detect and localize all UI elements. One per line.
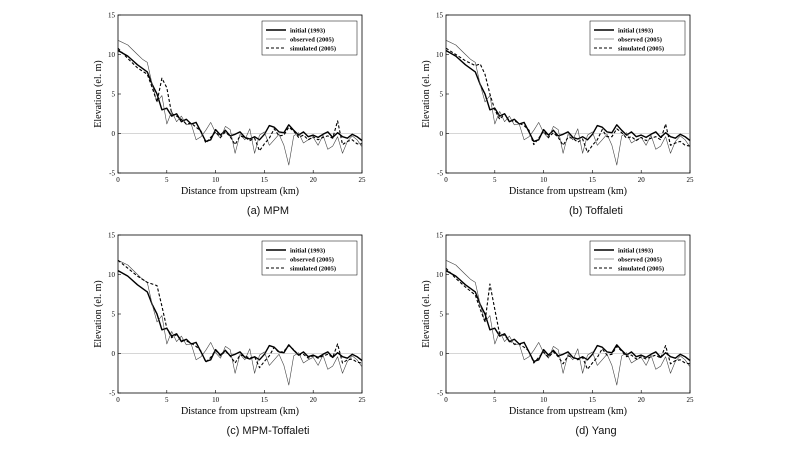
panel-b-x-tick-label: 15 [589, 176, 597, 184]
panel-a-legend-label: observed (2005) [290, 37, 334, 44]
panel-a-legend-label: initial (1993) [290, 28, 325, 35]
panel-d-legend-label: observed (2005) [618, 257, 662, 264]
panel-b-caption: (b) Toffaleti [568, 205, 623, 217]
panel-c-y-tick-label: 15 [108, 232, 116, 240]
panel-a-y-tick-label: -5 [109, 170, 115, 178]
panel-c-x-axis-label: Distance from upstream (km) [181, 406, 299, 417]
panel-b-series-solid-thin [445, 40, 691, 166]
panel-a-legend-label: simulated (2005) [290, 46, 336, 53]
panel-a-y-tick-label: 15 [108, 12, 116, 20]
panel-b-x-tick-label: 5 [493, 176, 497, 184]
panel-c-legend-label: simulated (2005) [290, 266, 336, 273]
panel-c-series-solid-thin [117, 260, 363, 386]
panel-c-y-tick-label: -5 [109, 390, 115, 398]
panel-b-x-tick-label: 10 [540, 176, 548, 184]
panel-b-legend-box [589, 20, 686, 56]
panel-c-x-tick-label: 25 [359, 396, 367, 404]
panel-c-x-tick-label: 20 [310, 396, 318, 404]
panel-d-x-tick-label: 5 [493, 396, 497, 404]
panel-a-x-tick-label: 15 [261, 176, 269, 184]
panel-b-y-tick-label: 15 [436, 12, 444, 20]
panel-a-series-solid-thin [117, 40, 363, 166]
panel-d-y-tick-label: 15 [436, 232, 444, 240]
panel-b-x-tick-label: 20 [638, 176, 646, 184]
panel-b-y-tick-label: 10 [436, 51, 444, 59]
panel-d-y-tick-label: -5 [437, 390, 443, 398]
panel-d-x-tick-label: 0 [444, 396, 448, 404]
panel-b-y-tick-label: 5 [440, 91, 444, 99]
panel-c-x-tick-label: 10 [212, 396, 220, 404]
panel-d-x-tick-label: 25 [687, 396, 695, 404]
panel-c-legend-label: initial (1993) [290, 248, 325, 255]
panel-a-x-tick-label: 5 [165, 176, 169, 184]
panel-a-y-tick-label: 5 [112, 91, 116, 99]
panel-a-x-axis-label: Distance from upstream (km) [181, 186, 299, 197]
panel-a-y-tick-label: 0 [112, 130, 116, 138]
panel-d-y-axis-label: Elevation (el. m) [421, 280, 432, 347]
panel-d-legend-label: simulated (2005) [618, 266, 664, 273]
panel-d-legend-box [589, 240, 686, 276]
panel-d-x-tick-label: 15 [589, 396, 597, 404]
panel-c-y-tick-label: 5 [112, 311, 116, 319]
panel-c-y-axis-label: Elevation (el. m) [93, 280, 104, 347]
panel-c-y-tick-label: 10 [108, 271, 116, 279]
panel-d-y-tick-label: 0 [440, 350, 444, 358]
panel-b-x-tick-label: 25 [687, 176, 695, 184]
panel-b-x-axis-label: Distance from upstream (km) [509, 186, 627, 197]
panel-b-y-axis-label: Elevation (el. m) [421, 60, 432, 127]
panel-b-legend-label: initial (1993) [618, 28, 653, 35]
panel-c-legend-box [261, 240, 358, 276]
panel-a-x-tick-label: 25 [359, 176, 367, 184]
panel-c-y-tick-label: 0 [112, 350, 116, 358]
panel-d-x-tick-label: 20 [638, 396, 646, 404]
panel-a-x-tick-label: 0 [116, 176, 120, 184]
panel-a-x-tick-label: 10 [212, 176, 220, 184]
panel-d-x-tick-label: 10 [540, 396, 548, 404]
panel-b-y-tick-label: -5 [437, 170, 443, 178]
panel-b-legend-label: observed (2005) [618, 37, 662, 44]
panel-d-y-tick-label: 10 [436, 271, 444, 279]
panel-c-x-tick-label: 15 [261, 396, 269, 404]
panel-b-series-solid-thick [445, 49, 691, 143]
panel-a-series-solid-thick [117, 49, 363, 143]
panel-a-legend-box [261, 20, 358, 56]
panel-a-y-tick-label: 10 [108, 51, 116, 59]
panel-c-x-tick-label: 5 [165, 396, 169, 404]
panel-c-series-solid-thick [117, 269, 363, 363]
panel-d-series-solid-thin [445, 260, 691, 386]
panel-a-y-axis-label: Elevation (el. m) [93, 60, 104, 127]
panel-a-x-tick-label: 20 [310, 176, 318, 184]
panel-b-legend-label: simulated (2005) [618, 46, 664, 53]
panel-d-x-axis-label: Distance from upstream (km) [509, 406, 627, 417]
panel-a-caption: (a) MPM [246, 205, 290, 217]
panel-d-y-tick-label: 5 [440, 311, 444, 319]
panel-b-series-dashed [445, 47, 691, 154]
panel-c-legend-label: observed (2005) [290, 257, 334, 264]
panel-b-x-tick-label: 0 [444, 176, 448, 184]
panel-c-x-tick-label: 0 [116, 396, 120, 404]
panel-c-series-dashed [117, 259, 363, 369]
panel-a-series-dashed [117, 47, 362, 152]
panel-c-caption: (c) MPM-Toffaleti [226, 425, 310, 437]
panel-d-legend-label: initial (1993) [618, 248, 653, 255]
panel-d-caption: (d) Yang [575, 425, 617, 437]
panel-b-y-tick-label: 0 [440, 130, 444, 138]
